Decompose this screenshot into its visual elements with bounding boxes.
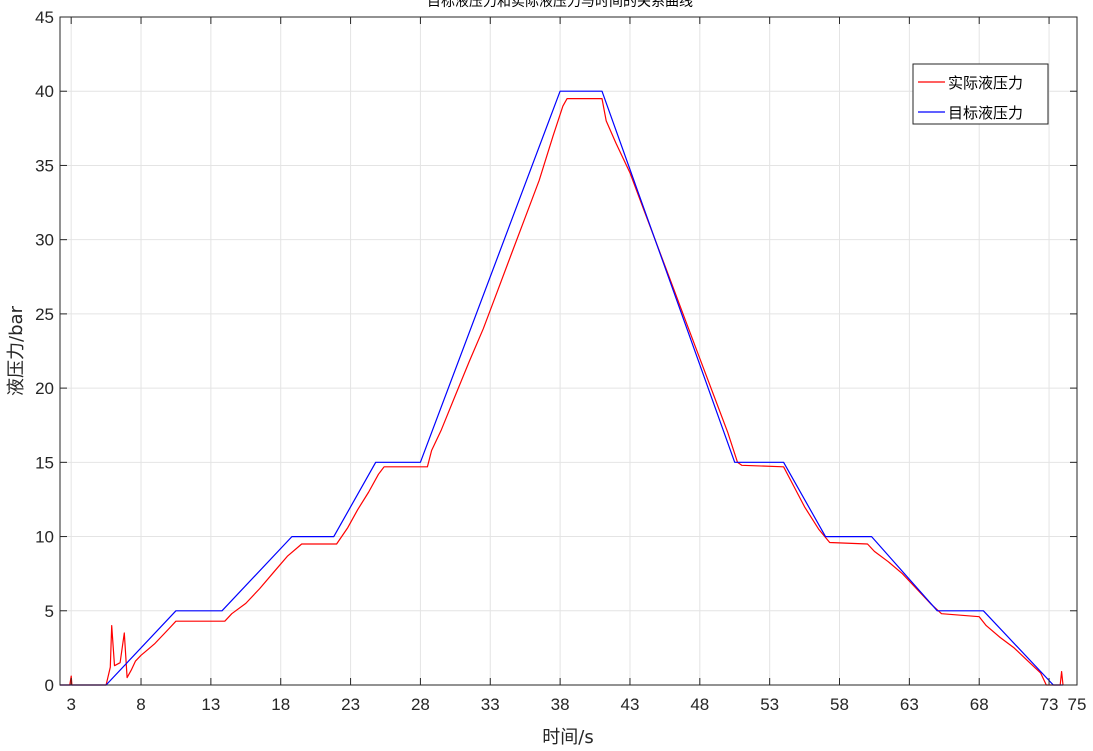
x-tick-label: 8 [136,695,145,714]
plot-area [60,17,1077,685]
legend-label-actual: 实际液压力 [948,74,1023,92]
x-tick-label: 28 [411,695,430,714]
y-tick-label: 35 [35,156,54,175]
series-group [60,90,1064,686]
legend-box [912,63,1049,125]
x-axis-label: 时间/s [542,727,593,748]
y-tick-label: 5 [45,602,54,621]
y-tick-label: 15 [35,453,54,472]
x-tick-label: 53 [760,695,779,714]
series-line-actual-pressure [60,98,1064,686]
y-tick-label: 20 [35,379,54,398]
legend: 实际液压力 目标液压力 [912,63,1049,125]
y-tick-label: 40 [35,82,54,101]
x-tick-label: 58 [830,695,849,714]
x-tick-label: 13 [201,695,220,714]
x-tick-label: 63 [900,695,919,714]
x-tick-label: 75 [1068,695,1087,714]
x-tick-label: 48 [690,695,709,714]
y-tick-label: 0 [45,676,54,695]
x-tick-label: 73 [1040,695,1059,714]
plot-border [59,16,1078,686]
x-tick-label: 68 [970,695,989,714]
y-tick-label: 25 [35,305,54,324]
y-tick-label: 45 [35,8,54,27]
ticks: 3 8 13 18 23 28 33 38 43 48 53 58 63 68 73 750510152025… [35,8,1086,714]
y-tick-label: 10 [35,528,54,547]
x-tick-label: 18 [271,695,290,714]
x-tick-label: 43 [621,695,640,714]
x-tick-label: 33 [481,695,500,714]
y-axis-label: 液压力/bar [6,305,27,396]
x-tick-label: 23 [341,695,360,714]
chart-title: 目标液压力和实际液压力与时间的关系曲线 [427,0,693,10]
x-tick-label: 38 [551,695,570,714]
legend-label-target: 目标液压力 [948,104,1023,122]
y-tick-label: 30 [35,231,54,250]
x-tick-label: 3 [66,695,75,714]
series-line-target-pressure [60,90,1063,686]
